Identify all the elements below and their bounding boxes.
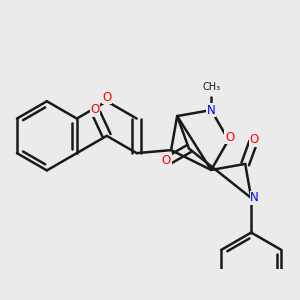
Text: N: N xyxy=(207,103,216,117)
Text: O: O xyxy=(250,133,259,146)
Text: O: O xyxy=(91,103,100,116)
Text: O: O xyxy=(162,154,171,167)
Text: CH₃: CH₃ xyxy=(202,82,220,92)
Text: O: O xyxy=(225,130,234,144)
Text: N: N xyxy=(250,191,259,205)
Text: O: O xyxy=(102,91,111,104)
